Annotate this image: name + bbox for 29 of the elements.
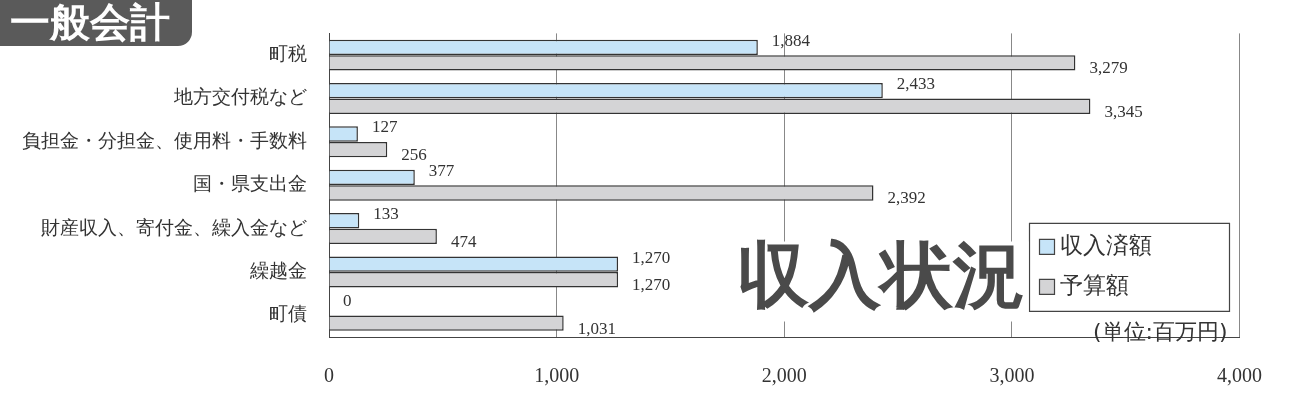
x-tick-label: 1,000: [534, 364, 580, 387]
data-label: 3,279: [1089, 58, 1128, 78]
annotation: 収入状況: [736, 233, 1025, 318]
y-tick-label: 町債: [269, 302, 307, 325]
y-tick-label: 国・県支出金: [193, 172, 307, 195]
y-tick-label: 財産収入、寄付金、繰入金など: [41, 215, 307, 238]
y-tick-label: 繰越金: [249, 258, 307, 281]
y-tick-label: 地方交付税など: [173, 85, 307, 108]
chart-title: 一般会計: [0, 0, 192, 46]
data-label: 1,031: [577, 318, 616, 338]
y-tick-label: 負担金・分担金、使用料・手数料: [22, 128, 307, 151]
x-tick-label: 4,000: [1217, 364, 1262, 387]
data-label: 256: [401, 145, 427, 165]
data-label: 0: [343, 290, 352, 310]
y-tick-label: 町税: [269, 42, 307, 65]
x-tick-label: 2,000: [761, 364, 807, 387]
legend-label: 予算額: [1059, 272, 1129, 299]
data-label: 474: [450, 231, 477, 251]
data-label: 133: [373, 204, 399, 224]
data-label: 3,345: [1104, 101, 1143, 121]
data-label: 2,392: [887, 188, 926, 208]
data-label: 1,270: [632, 247, 671, 267]
x-tick-label: 3,000: [989, 364, 1035, 387]
x-tick-label: 0: [324, 364, 334, 387]
data-label: 377: [428, 160, 455, 180]
data-label: 2,433: [896, 74, 936, 94]
data-label: 1,270: [632, 275, 671, 295]
data-label: 127: [371, 117, 398, 137]
legend-label: 収入済額: [1059, 232, 1152, 259]
